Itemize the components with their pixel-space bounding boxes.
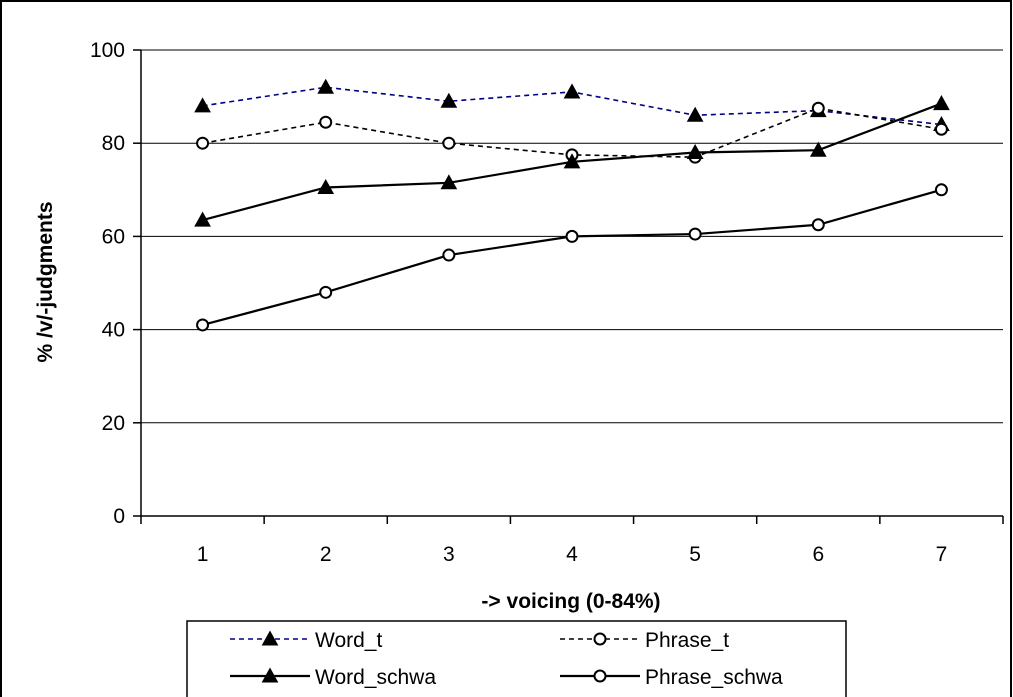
x-axis-title: -> voicing (0-84%) [481,590,660,613]
plot-area: 0 20 40 60 80 100 1 2 3 4 5 6 7 [90,39,1004,566]
data-point-word-schwa [317,178,335,194]
legend-marker-word-schwa [261,667,279,683]
legend-box [186,620,847,697]
data-point-word-schwa [563,153,581,169]
x-tick-label: 3 [443,543,455,566]
data-point-word-t [440,92,458,108]
data-point-phrase-t [811,101,825,115]
legend-marker-word-t [261,630,279,646]
x-tick-label: 1 [197,543,209,566]
x-tick-label: 7 [936,543,948,566]
legend-marker-phrase-schwa [593,669,607,683]
data-point-word-t [563,83,581,99]
data-point-word-schwa [933,95,950,111]
x-tick-label: 6 [812,543,824,566]
data-point-phrase-t [934,122,948,136]
y-tick-label: 60 [102,225,125,248]
y-tick-label: 80 [102,132,125,155]
y-tick-label: 20 [102,412,125,435]
y-tick-label: 0 [113,505,125,528]
data-point-phrase-t [196,136,210,150]
data-point-phrase-schwa [811,218,825,232]
legend-label-word-t: Word_t [315,629,382,652]
legend-marker-phrase-t [593,632,607,646]
data-point-phrase-schwa [196,318,210,332]
y-tick-label: 40 [102,319,125,342]
data-point-phrase-schwa [688,227,702,241]
data-point-phrase-schwa [442,248,456,262]
y-tick-label: 100 [90,39,125,62]
data-point-phrase-schwa [934,183,948,197]
legend-label-word-schwa: Word_schwa [315,666,436,689]
data-point-phrase-t [319,115,333,129]
data-point-phrase-schwa [565,229,579,243]
data-point-phrase-schwa [319,285,333,299]
data-point-word-schwa [440,174,458,190]
x-tick-label: 5 [689,543,701,566]
legend: Word_t Phrase_t Word_schwa Phrase_schwa [186,620,847,697]
data-point-phrase-t [442,136,456,150]
data-point-word-t [317,78,335,94]
data-point-word-schwa [809,141,827,157]
x-tick-label: 2 [320,543,332,566]
data-point-word-t [194,97,211,113]
data-point-word-schwa [686,143,704,160]
y-axis-title: % /v/-judgments [34,201,57,362]
legend-label-phrase-t: Phrase_t [645,629,729,652]
data-point-word-t [686,106,704,122]
x-tick-label: 4 [566,543,578,566]
data-point-word-schwa [194,211,211,227]
legend-label-phrase-schwa: Phrase_schwa [645,666,783,689]
